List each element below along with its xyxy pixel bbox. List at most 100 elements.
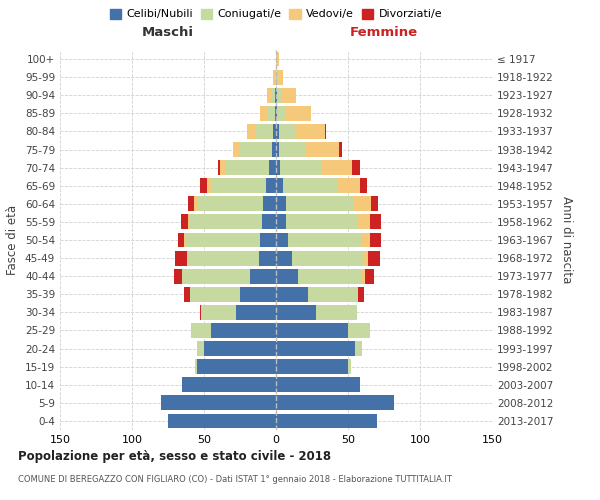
Bar bbox=[240, 287, 276, 302]
Bar bbox=[348, 323, 370, 338]
Bar bbox=[298, 269, 362, 283]
Bar bbox=[184, 287, 190, 302]
Bar bbox=[262, 214, 276, 230]
Bar bbox=[286, 196, 354, 211]
Bar bbox=[185, 232, 260, 248]
Bar bbox=[276, 378, 359, 392]
Bar bbox=[190, 287, 240, 302]
Bar bbox=[283, 178, 338, 193]
Bar bbox=[358, 287, 364, 302]
Bar bbox=[268, 88, 272, 102]
Bar bbox=[236, 305, 276, 320]
Bar bbox=[287, 232, 362, 248]
Bar bbox=[276, 52, 279, 66]
Bar bbox=[207, 178, 211, 193]
Bar bbox=[259, 250, 276, 266]
Bar bbox=[201, 305, 236, 320]
Bar bbox=[276, 124, 279, 139]
Bar bbox=[364, 250, 368, 266]
Bar bbox=[355, 341, 362, 356]
Bar bbox=[240, 142, 272, 157]
Bar bbox=[188, 214, 190, 230]
Bar bbox=[368, 250, 380, 266]
Bar bbox=[276, 250, 292, 266]
Bar bbox=[276, 287, 308, 302]
Bar bbox=[277, 106, 284, 121]
Bar bbox=[197, 196, 263, 211]
Bar bbox=[371, 196, 378, 211]
Bar bbox=[182, 378, 276, 392]
Bar bbox=[181, 214, 188, 230]
Bar bbox=[200, 305, 201, 320]
Bar bbox=[191, 323, 211, 338]
Text: Maschi: Maschi bbox=[142, 26, 194, 39]
Bar bbox=[370, 214, 381, 230]
Bar bbox=[292, 250, 364, 266]
Bar bbox=[296, 124, 325, 139]
Bar bbox=[263, 196, 276, 211]
Bar bbox=[218, 160, 220, 175]
Bar bbox=[359, 178, 367, 193]
Bar bbox=[188, 196, 194, 211]
Bar bbox=[276, 70, 277, 84]
Bar bbox=[284, 106, 311, 121]
Bar bbox=[168, 414, 276, 428]
Bar bbox=[354, 196, 371, 211]
Y-axis label: Anni di nascita: Anni di nascita bbox=[560, 196, 573, 284]
Bar bbox=[286, 214, 358, 230]
Bar bbox=[256, 124, 273, 139]
Bar bbox=[370, 232, 381, 248]
Bar bbox=[279, 142, 305, 157]
Bar bbox=[365, 269, 374, 283]
Bar bbox=[197, 341, 204, 356]
Bar bbox=[320, 160, 352, 175]
Bar bbox=[200, 178, 207, 193]
Bar bbox=[276, 214, 286, 230]
Bar bbox=[280, 160, 320, 175]
Bar bbox=[340, 142, 342, 157]
Bar bbox=[276, 323, 348, 338]
Legend: Celibi/Nubili, Coniugati/e, Vedovi/e, Divorziati/e: Celibi/Nubili, Coniugati/e, Vedovi/e, Di… bbox=[106, 4, 446, 24]
Bar bbox=[260, 232, 276, 248]
Bar bbox=[233, 142, 240, 157]
Bar bbox=[178, 232, 184, 248]
Bar bbox=[211, 323, 276, 338]
Bar bbox=[308, 287, 358, 302]
Bar bbox=[220, 160, 226, 175]
Bar bbox=[358, 214, 370, 230]
Bar bbox=[276, 196, 286, 211]
Bar bbox=[182, 269, 250, 283]
Bar bbox=[226, 160, 269, 175]
Text: COMUNE DI BEREGAZZO CON FIGLIARO (CO) - Dati ISTAT 1° gennaio 2018 - Elaborazion: COMUNE DI BEREGAZZO CON FIGLIARO (CO) - … bbox=[18, 475, 452, 484]
Bar bbox=[161, 396, 276, 410]
Bar bbox=[276, 178, 283, 193]
Bar bbox=[250, 269, 276, 283]
Bar bbox=[305, 142, 340, 157]
Bar bbox=[276, 232, 287, 248]
Bar bbox=[348, 359, 351, 374]
Bar bbox=[275, 70, 276, 84]
Bar bbox=[276, 414, 377, 428]
Bar bbox=[269, 160, 276, 175]
Bar bbox=[184, 232, 185, 248]
Bar bbox=[197, 359, 276, 374]
Bar bbox=[276, 88, 277, 102]
Bar bbox=[362, 269, 365, 283]
Bar bbox=[325, 124, 326, 139]
Bar bbox=[260, 106, 268, 121]
Bar bbox=[187, 250, 259, 266]
Bar bbox=[338, 178, 359, 193]
Bar bbox=[247, 124, 256, 139]
Text: Popolazione per età, sesso e stato civile - 2018: Popolazione per età, sesso e stato civil… bbox=[18, 450, 331, 463]
Bar bbox=[204, 341, 276, 356]
Bar bbox=[276, 106, 277, 121]
Y-axis label: Fasce di età: Fasce di età bbox=[7, 205, 19, 275]
Bar bbox=[275, 106, 276, 121]
Bar bbox=[276, 142, 279, 157]
Bar bbox=[362, 232, 370, 248]
Bar bbox=[273, 70, 275, 84]
Bar bbox=[268, 106, 275, 121]
Bar bbox=[175, 250, 187, 266]
Bar bbox=[277, 70, 283, 84]
Bar bbox=[276, 305, 316, 320]
